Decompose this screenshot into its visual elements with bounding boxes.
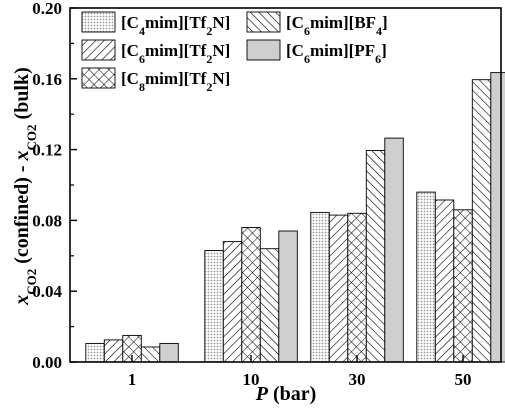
x-tick-label: 50 [455, 370, 472, 389]
bar-1-series-2 [103, 339, 124, 363]
y-tick-label: 0.08 [32, 211, 62, 230]
legend-item: [C6mim][BF4] [246, 11, 388, 38]
bar-30-series-4 [365, 150, 386, 363]
bar-30-series-3 [347, 212, 367, 363]
x-tick-label: 10 [243, 370, 260, 389]
bar-10-series-3 [241, 227, 261, 363]
x-axis-title: P (bar) [255, 383, 317, 405]
bar-1-series-1 [85, 342, 105, 363]
bar-50-series-4 [471, 79, 492, 363]
legend-swatch [81, 39, 116, 61]
legend-item: [C4mim][Tf2N] [81, 11, 230, 38]
x-tick-label: 1 [128, 370, 137, 389]
legend-swatch [81, 11, 116, 33]
legend-item: [C6mim][PF6] [246, 39, 387, 66]
bar-10-series-4 [259, 248, 280, 363]
legend-item: [C6mim][Tf2N] [81, 39, 230, 66]
bar-50-series-5 [490, 72, 505, 363]
legend-label: [C6mim][Tf2N] [121, 41, 230, 66]
bar-50-series-1 [416, 191, 436, 363]
bar-1-series-5 [159, 342, 179, 363]
legend-label: [C4mim][Tf2N] [121, 13, 230, 38]
legend-label: [C6mim][BF4] [286, 13, 388, 38]
legend-swatch [81, 67, 116, 89]
bars-group [85, 72, 505, 363]
legend-swatch [246, 11, 281, 33]
bar-30-series-1 [310, 211, 330, 363]
y-tick-label: 0.00 [32, 353, 62, 372]
bar-30-series-2 [328, 214, 349, 363]
y-axis-title: xCO2 (confined) - xCO2 (bulk) [11, 67, 39, 306]
bar-30-series-5 [384, 137, 404, 363]
bar-10-series-1 [204, 250, 224, 363]
bar-50-series-2 [434, 199, 455, 363]
bar-10-series-5 [278, 230, 298, 363]
bar-1-series-4 [140, 346, 161, 363]
y-tick-label: 0.12 [32, 141, 62, 160]
bar-50-series-3 [453, 209, 473, 363]
axes: 0.00 0.04 0.08 0.12 0.16 0.20 1 10 30 50 [32, 0, 502, 389]
y-tick-label: 0.16 [32, 70, 62, 89]
legend-label: [C8mim][Tf2N] [121, 69, 230, 94]
legend: [C4mim][Tf2N] [C6mim][Tf2N] [C8mim][Tf2N] [… [81, 11, 388, 94]
x-tick-label: 30 [349, 370, 366, 389]
bar-10-series-2 [222, 241, 243, 363]
legend-swatch [246, 39, 281, 61]
legend-label: [C6mim][PF6] [286, 41, 387, 66]
y-tick-label: 0.20 [32, 0, 62, 18]
y-tick-label: 0.04 [32, 282, 62, 301]
legend-item: [C8mim][Tf2N] [81, 67, 230, 94]
